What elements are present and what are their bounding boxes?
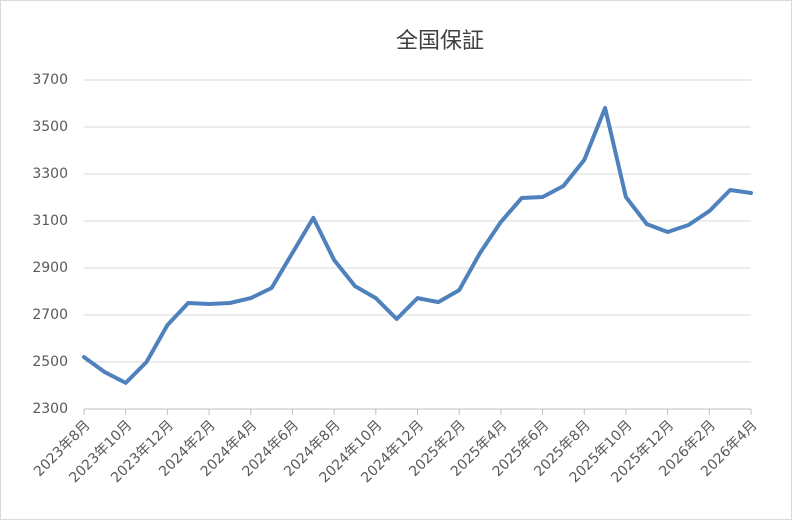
line	[82, 106, 753, 385]
y-tick-label: 3300	[32, 166, 68, 182]
y-tick-label: 2700	[32, 307, 68, 323]
chart-title: 全国保証	[396, 29, 484, 54]
y-tick-label: 3700	[32, 72, 68, 88]
y-tick-label: 3500	[32, 119, 68, 135]
y-tick-label: 2500	[32, 354, 68, 370]
y-tick-label: 3100	[32, 213, 68, 229]
y-tick-label: 2300	[32, 401, 68, 417]
y-tick-label: 2900	[32, 260, 68, 276]
